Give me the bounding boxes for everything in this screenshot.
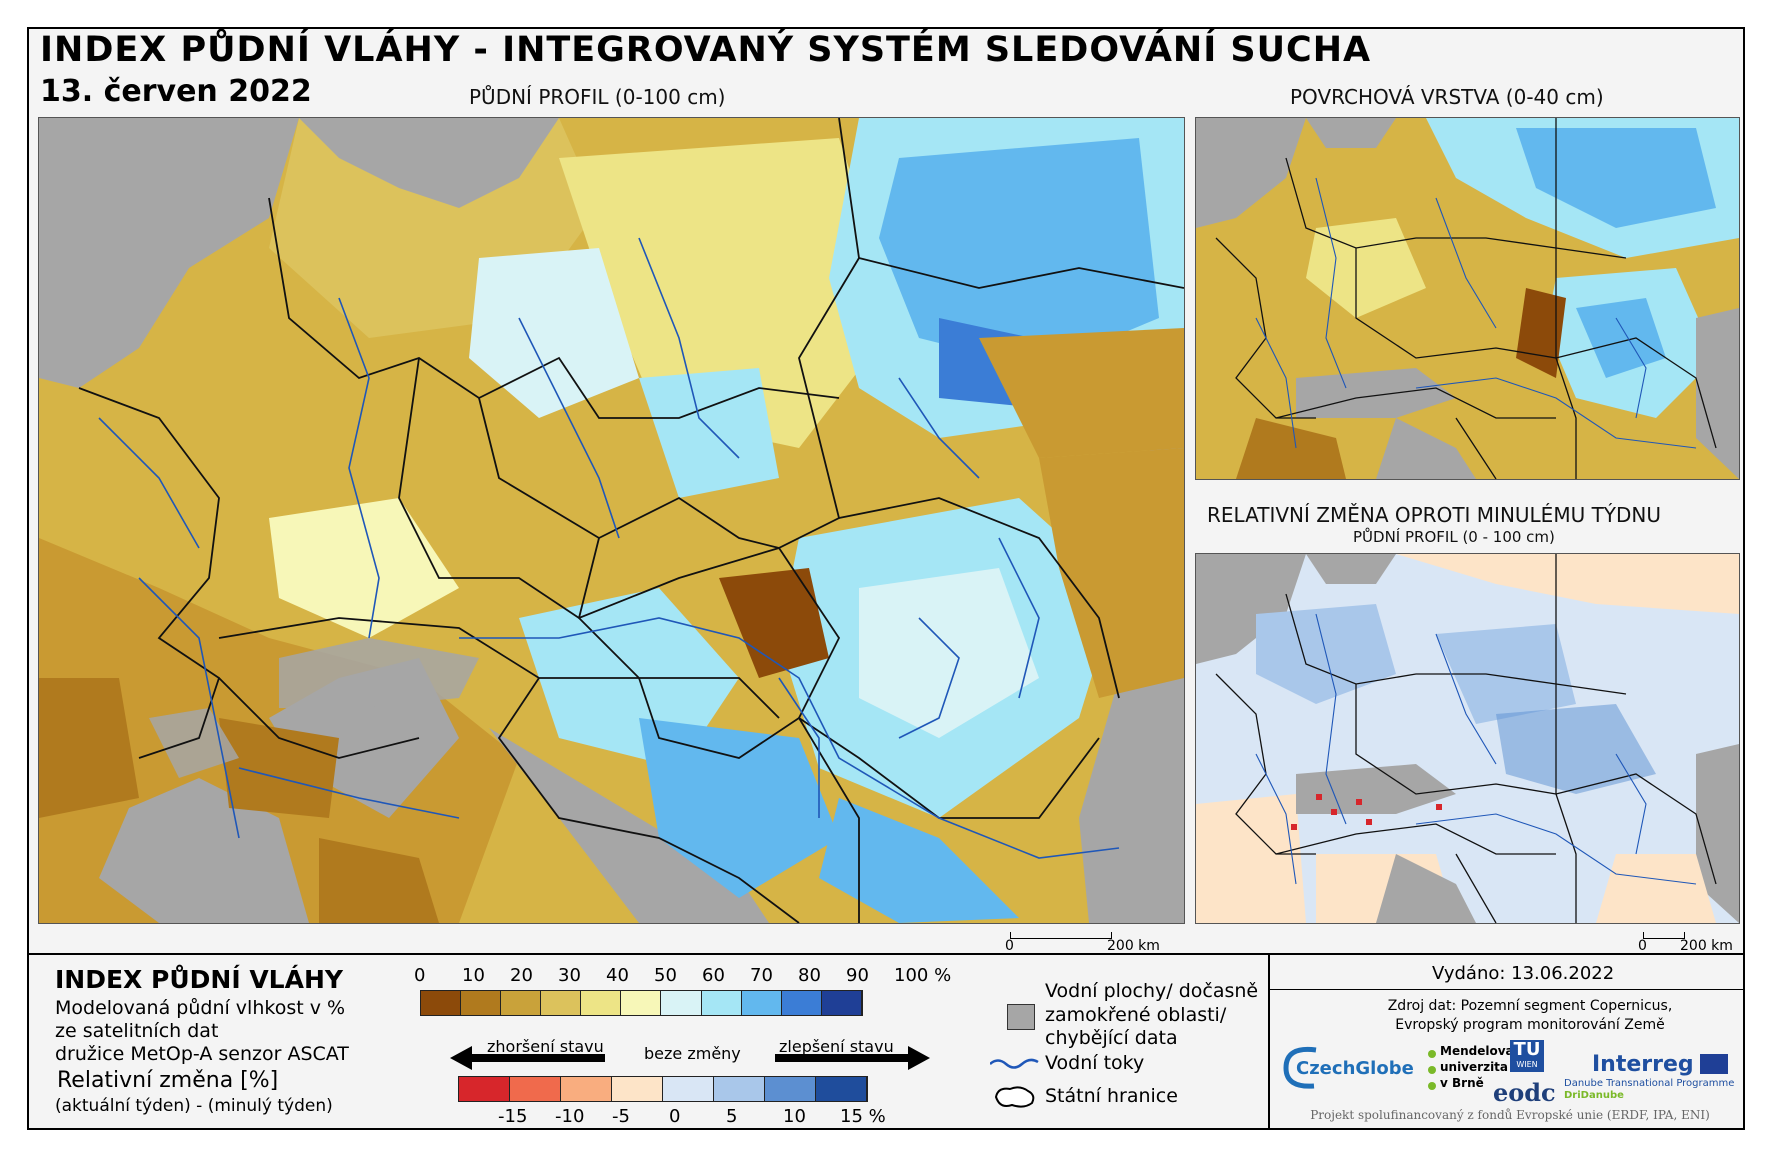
inset-map-scalebar: 0 200 km (1638, 930, 1738, 954)
index-tick-label: 100 % (894, 965, 952, 986)
mendel-dot-icon (1428, 1066, 1436, 1074)
legend-desc-1: Modelovaná půdní vlhkost v % (55, 997, 346, 1019)
surface-layer-map[interactable] (1195, 117, 1740, 480)
mendel-logo-3: v Brně (1440, 1076, 1484, 1090)
index-tick-label: 0 (414, 965, 426, 986)
change-colorbar (458, 1076, 868, 1102)
interreg-logo: Interreg (1592, 1052, 1694, 1077)
missing-data-swatch (1007, 1004, 1035, 1030)
index-color-swatch (621, 991, 662, 1015)
change-tick-label: 10 (783, 1106, 806, 1127)
change-tick-label: -5 (612, 1106, 630, 1127)
change-map-sublabel: PŮDNÍ PROFIL (0 - 100 cm) (1353, 528, 1555, 546)
mendel-dot-icon (1428, 1082, 1436, 1090)
change-map-label: RELATIVNÍ ZMĚNA OPROTI MINULÉMU TÝDNU (1207, 503, 1662, 527)
index-tick-label: 30 (558, 965, 581, 986)
water-label-2: zamokřené oblasti/ (1045, 1004, 1227, 1026)
interreg-sub-2: DriDanube (1564, 1090, 1624, 1101)
issue-date-heading: 13. červen 2022 (40, 74, 312, 109)
tu-logo-sub: WIEN (1516, 1060, 1538, 1069)
index-tick-label: 50 (654, 965, 677, 986)
index-color-swatch (461, 991, 502, 1015)
index-color-swatch (501, 991, 542, 1015)
eu-flag-icon (1700, 1054, 1728, 1074)
change-color-swatch (816, 1077, 867, 1101)
issued-divider (1268, 989, 1745, 990)
legend-divider (1268, 953, 1270, 1130)
border-symbol (994, 1086, 1035, 1108)
change-legend-desc: (aktuální týden) - (minulý týden) (55, 1096, 333, 1116)
inset-scalebar-end: 200 km (1680, 938, 1733, 954)
eodc-logo: eodc (1493, 1078, 1556, 1107)
czechglobe-logo: CzechGlobe (1296, 1058, 1414, 1079)
data-source-2: Evropský program monitorování Země (1395, 1017, 1665, 1033)
main-map-scalebar: 0 200 km (1005, 930, 1165, 954)
index-color-swatch (741, 991, 782, 1015)
water-label-3: chybějící data (1045, 1027, 1178, 1049)
inset-scalebar-start: 0 (1638, 938, 1647, 954)
tu-logo-text: TU (1513, 1039, 1541, 1060)
index-color-swatch (581, 991, 622, 1015)
change-tick-label: 5 (726, 1106, 738, 1127)
main-map-label: PŮDNÍ PROFIL (0-100 cm) (469, 85, 726, 109)
legend-desc-2: ze satelitních dat (55, 1020, 219, 1042)
change-tick-label: 0 (669, 1106, 681, 1127)
index-tick-label: 40 (606, 965, 629, 986)
change-color-swatch (714, 1077, 765, 1101)
change-tick-label: 15 % (840, 1106, 886, 1127)
funding-note: Projekt spolufinancovaný z fondů Evropsk… (1310, 1108, 1710, 1122)
change-legend-title: Relativní změna [%] (57, 1068, 279, 1093)
mendel-dot-icon (1428, 1050, 1436, 1058)
issued-date: Vydáno: 13.06.2022 (1432, 963, 1615, 984)
mendel-logo-1: Mendelova (1440, 1044, 1514, 1058)
index-color-swatch (661, 991, 702, 1015)
change-tick-label: -10 (555, 1106, 585, 1127)
index-tick-label: 80 (798, 965, 821, 986)
interreg-sub-1: Danube Transnational Programme (1564, 1078, 1735, 1089)
change-color-swatch (510, 1077, 561, 1101)
surface-map-label: POVRCHOVÁ VRSTVA (0-40 cm) (1290, 85, 1604, 109)
index-tick-label: 10 (462, 965, 485, 986)
legend-separator (27, 953, 1745, 955)
index-tick-label: 20 (510, 965, 533, 986)
borders-label: Státní hranice (1045, 1085, 1178, 1107)
index-color-swatch (421, 991, 462, 1015)
worse-label: zhoršení stavu (487, 1037, 604, 1056)
index-tick-label: 70 (750, 965, 773, 986)
river-symbol (990, 1058, 1039, 1069)
page-title: INDEX PŮDNÍ VLÁHY - INTEGROVANÝ SYSTÉM S… (40, 30, 1372, 70)
change-color-swatch (612, 1077, 663, 1101)
index-color-swatch (701, 991, 742, 1015)
better-label: zlepšení stavu (779, 1037, 894, 1056)
change-color-swatch (765, 1077, 816, 1101)
scalebar-start: 0 (1005, 938, 1014, 954)
water-label-1: Vodní plochy/ dočasně (1045, 980, 1259, 1002)
rivers-label: Vodní toky (1045, 1052, 1145, 1074)
czechglobe-logo-icon (1283, 1046, 1317, 1089)
index-color-swatch (821, 991, 862, 1015)
change-color-swatch (459, 1077, 510, 1101)
index-tick-label: 90 (846, 965, 869, 986)
change-arrows (450, 1046, 930, 1070)
legend-title: INDEX PŮDNÍ VLÁHY (55, 965, 343, 994)
tu-wien-logo: TU WIEN (1510, 1040, 1544, 1072)
main-soil-moisture-map[interactable] (38, 117, 1185, 924)
legend-desc-3: družice MetOp-A senzor ASCAT (55, 1043, 349, 1065)
weekly-change-map[interactable] (1195, 553, 1740, 924)
scalebar-end: 200 km (1107, 938, 1160, 954)
index-color-swatch (781, 991, 822, 1015)
index-tick-label: 60 (702, 965, 725, 986)
index-color-swatch (541, 991, 582, 1015)
change-tick-label: -15 (498, 1106, 528, 1127)
change-color-swatch (561, 1077, 612, 1101)
index-colorbar (420, 990, 863, 1016)
data-source-1: Zdroj dat: Pozemní segment Copernicus, (1387, 998, 1673, 1014)
no-change-label: beze změny (644, 1044, 741, 1063)
mendel-logo-2: univerzita (1440, 1060, 1509, 1074)
change-color-swatch (663, 1077, 714, 1101)
